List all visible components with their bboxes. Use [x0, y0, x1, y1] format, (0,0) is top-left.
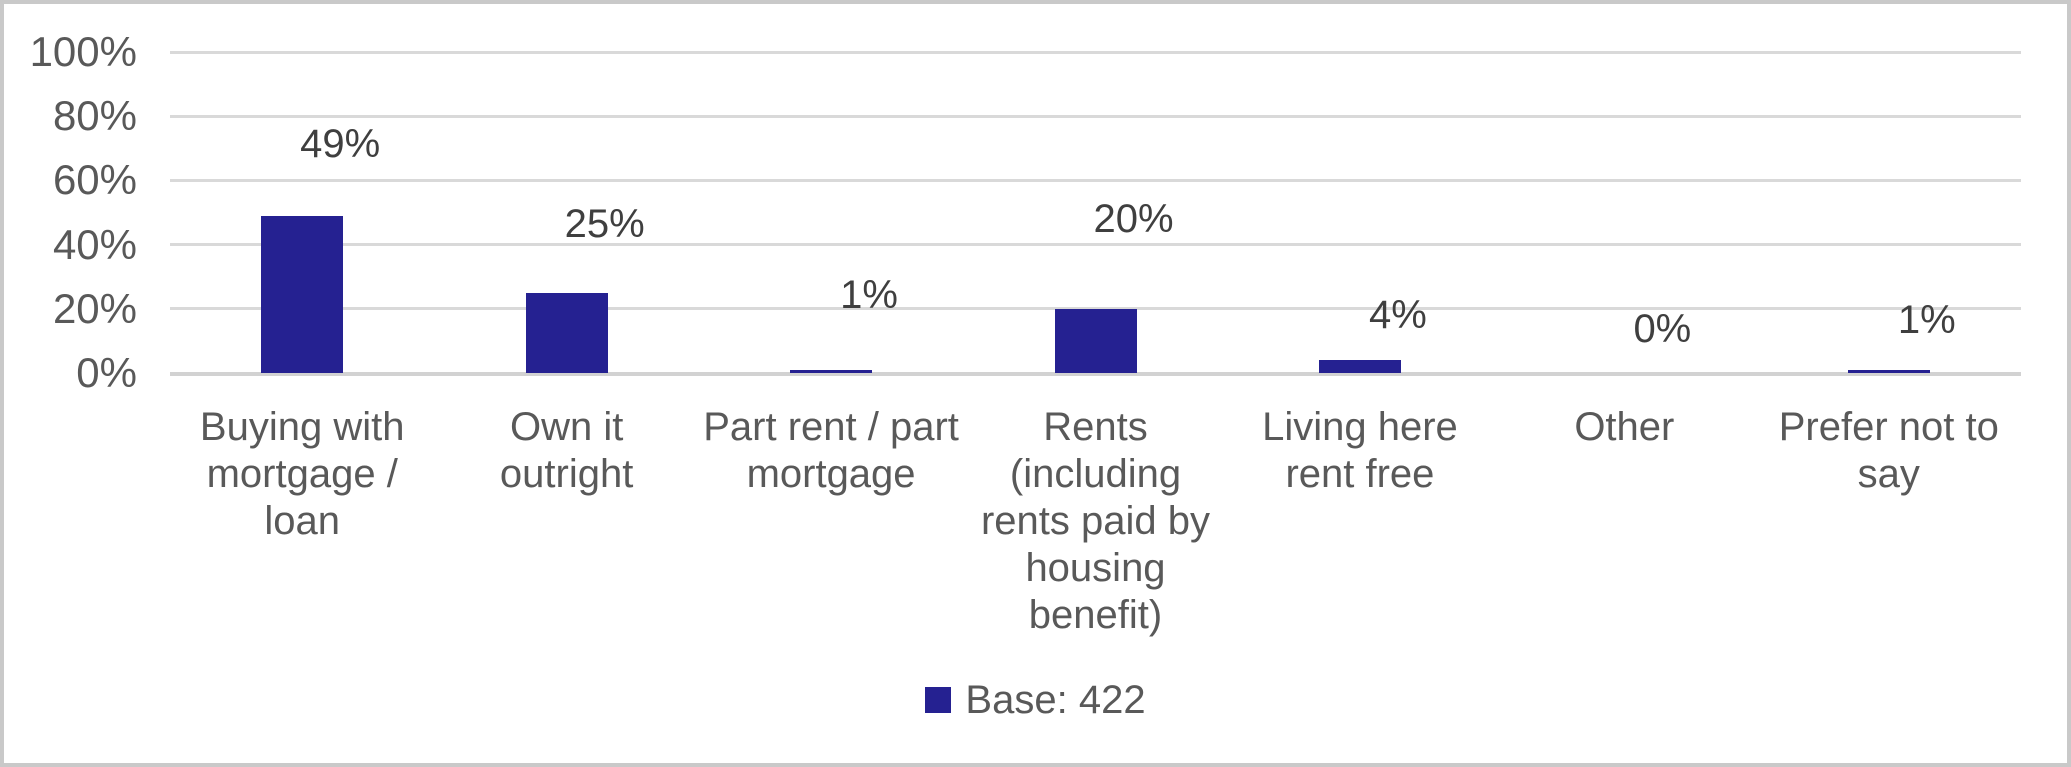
y-axis-tick-label: 40%: [52, 220, 137, 268]
bar: [261, 215, 344, 373]
bar-value-label: 20%: [1093, 196, 1174, 241]
y-axis-tick-label: 100%: [29, 28, 137, 75]
bar-value-label: 0%: [1633, 307, 1692, 351]
bar: [525, 292, 608, 373]
category-label: Buying with mortgage / loan: [199, 405, 405, 543]
category-label: Own it outright: [499, 405, 634, 496]
category-label: Part rent / part mortgage: [703, 405, 959, 496]
bar: [1054, 308, 1137, 373]
category-label: Living here rent free: [1262, 405, 1458, 496]
bar-value-label: 49%: [300, 121, 381, 166]
legend-label: Base: 422: [965, 678, 1146, 722]
bar-value-label: 25%: [564, 201, 645, 246]
legend-color-swatch: [925, 687, 952, 713]
bar: [790, 369, 873, 373]
category-label: Other: [1574, 405, 1675, 449]
y-axis-tick-label: 80%: [52, 92, 137, 140]
category-label: Prefer not to say: [1778, 405, 1999, 496]
gridline: [170, 178, 2021, 182]
bar-value-label: 1%: [1897, 297, 1956, 342]
gridline: [170, 50, 2021, 54]
bar: [1318, 360, 1401, 373]
bar-value-label: 4%: [1369, 293, 1427, 338]
y-axis-tick-label: 0%: [76, 349, 137, 396]
bar: [1847, 369, 1930, 373]
gridline: [170, 243, 2021, 247]
bar-value-label: 1%: [840, 272, 898, 317]
plot-area: 100% 80% 60% 40% 20% 0% 49% Buying with mortgag…: [4, 4, 2067, 763]
gridline: [170, 114, 2021, 118]
x-axis-line: [170, 372, 2021, 376]
legend: Base: 422: [4, 676, 2067, 724]
category-label: Rents (including rents paid by housing b…: [980, 405, 1211, 637]
y-axis-tick-label: 20%: [52, 284, 137, 332]
y-axis-tick-label: 60%: [52, 156, 137, 204]
